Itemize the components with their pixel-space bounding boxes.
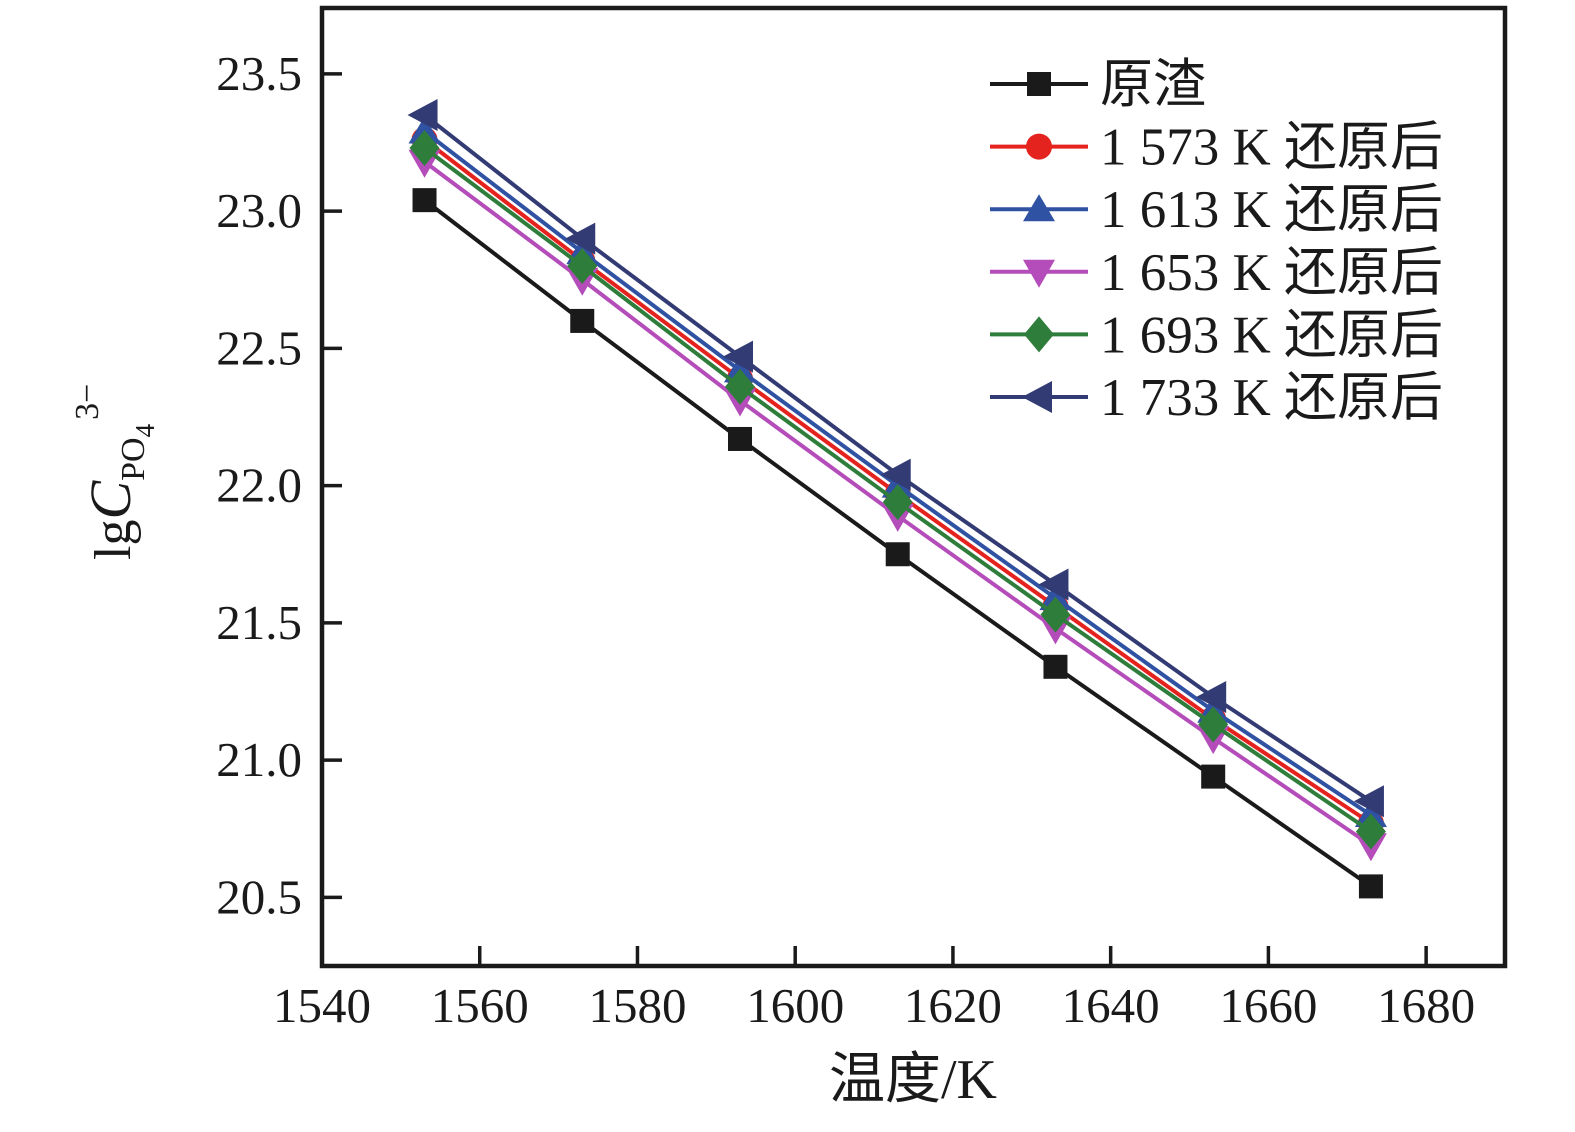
y-tick-label: 21.0 bbox=[216, 732, 302, 787]
series-0 bbox=[412, 188, 1383, 899]
y-tick-label: 20.5 bbox=[216, 869, 302, 924]
x-tick-label: 1540 bbox=[273, 978, 371, 1033]
legend-entry-4: 1 693 K 还原后 bbox=[990, 306, 1443, 364]
y-tick-label: 21.5 bbox=[216, 595, 302, 650]
y-axis: 20.5 21.0 21.5 22.0 22.5 23.0 23.5 bbox=[216, 46, 342, 924]
series-5 bbox=[407, 99, 1384, 818]
legend-label-3: 1 653 K 还原后 bbox=[1100, 244, 1443, 302]
triangle-left-marker-s5 bbox=[565, 222, 596, 255]
x-tick-label: 1600 bbox=[746, 978, 844, 1033]
series-4 bbox=[409, 129, 1386, 850]
x-tick-label: 1560 bbox=[431, 978, 529, 1033]
legend-label-4: 1 693 K 还原后 bbox=[1100, 306, 1443, 364]
diamond-marker-s4 bbox=[1198, 706, 1229, 743]
x-tick-label: 1580 bbox=[588, 978, 686, 1033]
x-tick-label: 1680 bbox=[1377, 978, 1475, 1033]
x-tick-label: 1620 bbox=[904, 978, 1002, 1033]
legend-entry-5: 1 733 K 还原后 bbox=[990, 369, 1443, 427]
diamond-marker-legend bbox=[1024, 316, 1054, 353]
triangle-left-marker-s5 bbox=[1038, 568, 1069, 601]
y-tick-label: 23.0 bbox=[216, 183, 302, 238]
triangle-left-marker-s5 bbox=[722, 340, 753, 373]
triangle-left-marker-legend bbox=[1022, 381, 1052, 413]
circle-marker-legend bbox=[1026, 133, 1052, 160]
square-marker-s0 bbox=[412, 188, 437, 213]
diamond-marker-s4 bbox=[882, 484, 913, 521]
x-tick-label: 1640 bbox=[1062, 978, 1160, 1033]
square-marker-s0 bbox=[1201, 764, 1226, 789]
legend-label-5: 1 733 K 还原后 bbox=[1100, 369, 1443, 427]
y-tick-label: 22.0 bbox=[216, 458, 302, 513]
legend-label-2: 1 613 K 还原后 bbox=[1100, 181, 1443, 239]
diamond-marker-s4 bbox=[409, 129, 440, 166]
legend-entry-3: 1 653 K 还原后 bbox=[990, 244, 1443, 302]
y-axis-title: lgCPO43− bbox=[69, 384, 160, 560]
legend-entry-0: 原渣 bbox=[990, 56, 1206, 114]
square-marker-s0 bbox=[570, 308, 595, 333]
legend-entry-1: 1 573 K 还原后 bbox=[990, 119, 1443, 177]
legend-label-1: 1 573 K 还原后 bbox=[1100, 119, 1443, 177]
legend-label-0: 原渣 bbox=[1100, 56, 1206, 114]
triangle-left-marker-s5 bbox=[1196, 680, 1227, 713]
triangle-left-marker-s5 bbox=[407, 99, 438, 132]
triangle-down-marker-legend bbox=[1023, 259, 1055, 288]
square-marker-s0 bbox=[1358, 874, 1383, 899]
diamond-marker-s4 bbox=[724, 368, 755, 405]
square-marker-s0 bbox=[727, 426, 752, 451]
x-tick-label: 1660 bbox=[1219, 978, 1317, 1033]
square-marker-s0 bbox=[1043, 654, 1068, 679]
square-marker-legend bbox=[1027, 72, 1051, 96]
x-axis-title: 温度/K bbox=[829, 1049, 997, 1111]
diamond-marker-s4 bbox=[1355, 813, 1386, 850]
x-axis: 1540 1560 1580 1600 1620 1640 1660 1680 bbox=[273, 946, 1475, 1033]
triangle-up-marker-legend bbox=[1023, 194, 1055, 222]
legend-entry-2: 1 613 K 还原后 bbox=[990, 181, 1443, 239]
diamond-marker-s4 bbox=[1040, 596, 1071, 633]
triangle-left-marker-s5 bbox=[880, 458, 911, 491]
square-marker-s0 bbox=[885, 542, 910, 567]
triangle-left-marker-s5 bbox=[1353, 785, 1384, 818]
y-tick-label: 22.5 bbox=[216, 320, 302, 375]
diamond-marker-s4 bbox=[567, 248, 598, 285]
y-tick-label: 23.5 bbox=[216, 46, 302, 101]
